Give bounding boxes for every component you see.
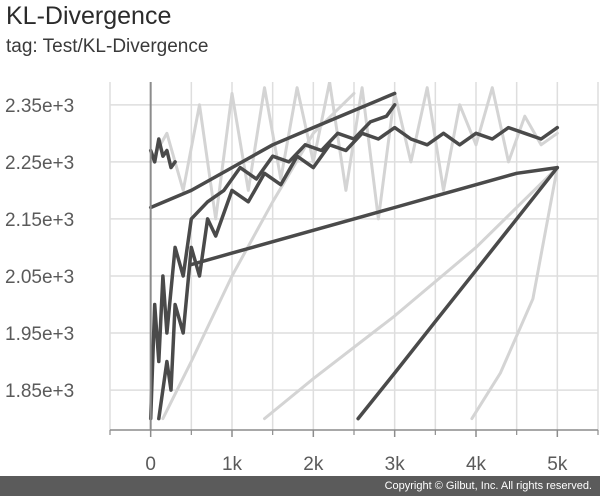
chart-subtitle: tag: Test/KL-Divergence xyxy=(6,36,209,57)
y-tick-label: 2.25e+3 xyxy=(5,153,74,174)
y-tick-label: 2.35e+3 xyxy=(5,96,74,117)
x-tick-label: 4k xyxy=(466,454,487,475)
y-tick-labels: 1.85e+3 1.95e+3 2.05e+3 2.15e+3 2.25e+3 2.35e… xyxy=(5,96,74,402)
line-chart[interactable]: 1.85e+3 1.95e+3 2.05e+3 2.15e+3 2.25e+3 2.35e… xyxy=(0,0,600,476)
x-tick-labels: 0 1k 2k 3k 4k 5k xyxy=(145,454,567,475)
chart-axes xyxy=(109,82,599,437)
copyright-footer: Copyright © Gilbut, Inc. All rights rese… xyxy=(0,476,600,496)
y-tick-label: 1.85e+3 xyxy=(5,381,74,402)
y-tick-label: 2.05e+3 xyxy=(5,267,74,288)
smoothed-series-line-6[interactable] xyxy=(148,103,397,421)
smoothed-series-line-4[interactable] xyxy=(148,137,177,170)
y-tick-label: 1.95e+3 xyxy=(5,324,74,345)
y-tick-label: 2.15e+3 xyxy=(5,210,74,231)
x-tick-label: 0 xyxy=(145,454,156,475)
smoothed-series-line-9[interactable] xyxy=(356,165,560,421)
x-tick-label: 1k xyxy=(222,454,243,475)
smoothed-series-line-8[interactable] xyxy=(189,165,560,267)
raw-series-line-2[interactable] xyxy=(470,166,559,421)
smoothed-series-line-7[interactable] xyxy=(157,125,560,421)
x-tick-label: 2k xyxy=(303,454,324,475)
smoothed-series-line-5[interactable] xyxy=(148,91,397,210)
x-tick-label: 3k xyxy=(385,454,406,475)
chart-series xyxy=(148,82,560,421)
chart-title: KL-Divergence xyxy=(6,2,172,30)
x-tick-label: 5k xyxy=(547,454,568,475)
raw-series-line-1[interactable] xyxy=(263,166,559,421)
